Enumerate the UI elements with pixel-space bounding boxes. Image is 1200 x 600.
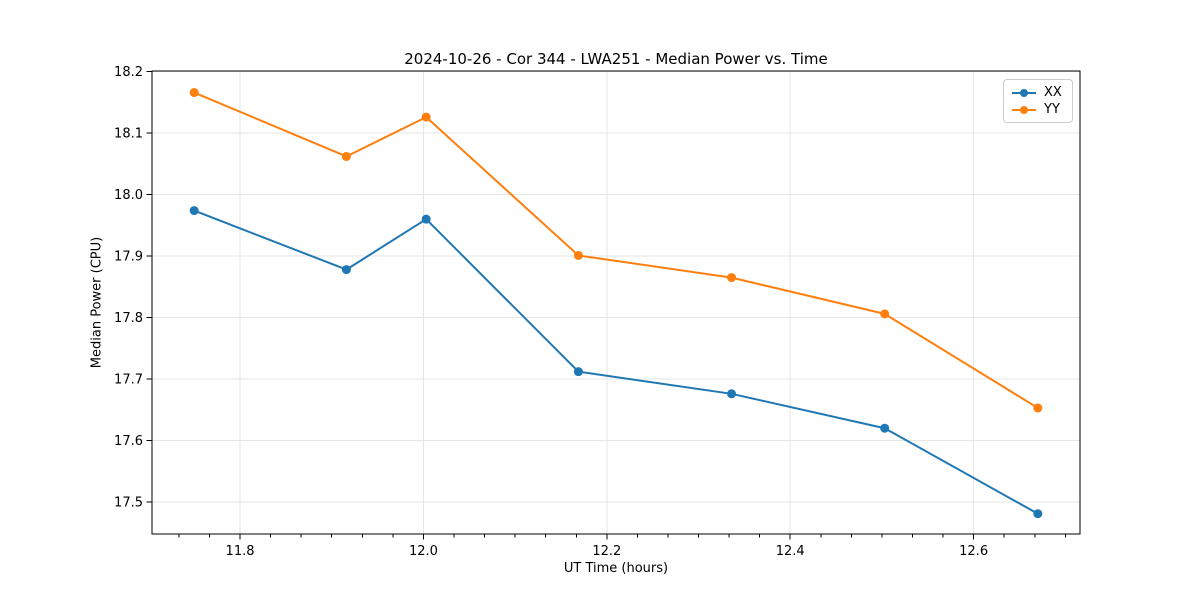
legend-line-marker-icon [1012, 105, 1036, 114]
legend-entry-yy: YY [1011, 103, 1068, 116]
x-tick-label: 12.2 [592, 544, 621, 559]
legend: XX YY [1003, 79, 1073, 123]
y-tick-label: 17.5 [114, 496, 143, 511]
data-point-xx [880, 423, 890, 433]
chart-title: 2024-10-26 - Cor 344 - LWA251 - Median P… [404, 50, 828, 68]
x-tick-label: 12.4 [776, 544, 805, 559]
x-tick-label: 12.0 [409, 544, 438, 559]
data-point-yy [341, 151, 351, 161]
data-point-xx [341, 265, 351, 275]
data-point-yy [189, 88, 199, 98]
data-point-xx [1033, 509, 1043, 519]
data-point-yy [1033, 403, 1043, 413]
y-axis-label: Median Power (CPU) [89, 236, 105, 369]
x-axis-label: UT Time (hours) [563, 561, 669, 576]
legend-label: YY [1044, 102, 1060, 117]
data-point-yy [880, 309, 890, 319]
y-tick-label: 18.0 [114, 188, 143, 203]
axes-spines [151, 70, 1081, 535]
data-point-yy [573, 250, 583, 260]
legend-label: XX [1044, 85, 1062, 100]
data-point-xx [727, 389, 737, 399]
data-point-xx [573, 367, 583, 377]
x-tick-label: 12.6 [959, 544, 988, 559]
y-tick-label: 17.7 [114, 373, 143, 388]
legend-entry-xx: XX [1011, 86, 1068, 99]
data-point-yy [421, 112, 431, 122]
x-tick-label: 11.8 [226, 544, 255, 559]
y-tick-label: 17.6 [114, 434, 143, 449]
y-tick-label: 17.8 [114, 311, 143, 326]
y-tick-label: 17.9 [114, 250, 143, 265]
legend-line-marker-icon [1012, 88, 1036, 97]
data-point-yy [727, 273, 737, 283]
data-point-xx [421, 214, 431, 224]
data-point-xx [189, 206, 199, 216]
y-tick-label: 18.1 [114, 127, 143, 142]
series-line-yy [193, 91, 1039, 409]
y-tick-label: 18.2 [114, 65, 143, 80]
